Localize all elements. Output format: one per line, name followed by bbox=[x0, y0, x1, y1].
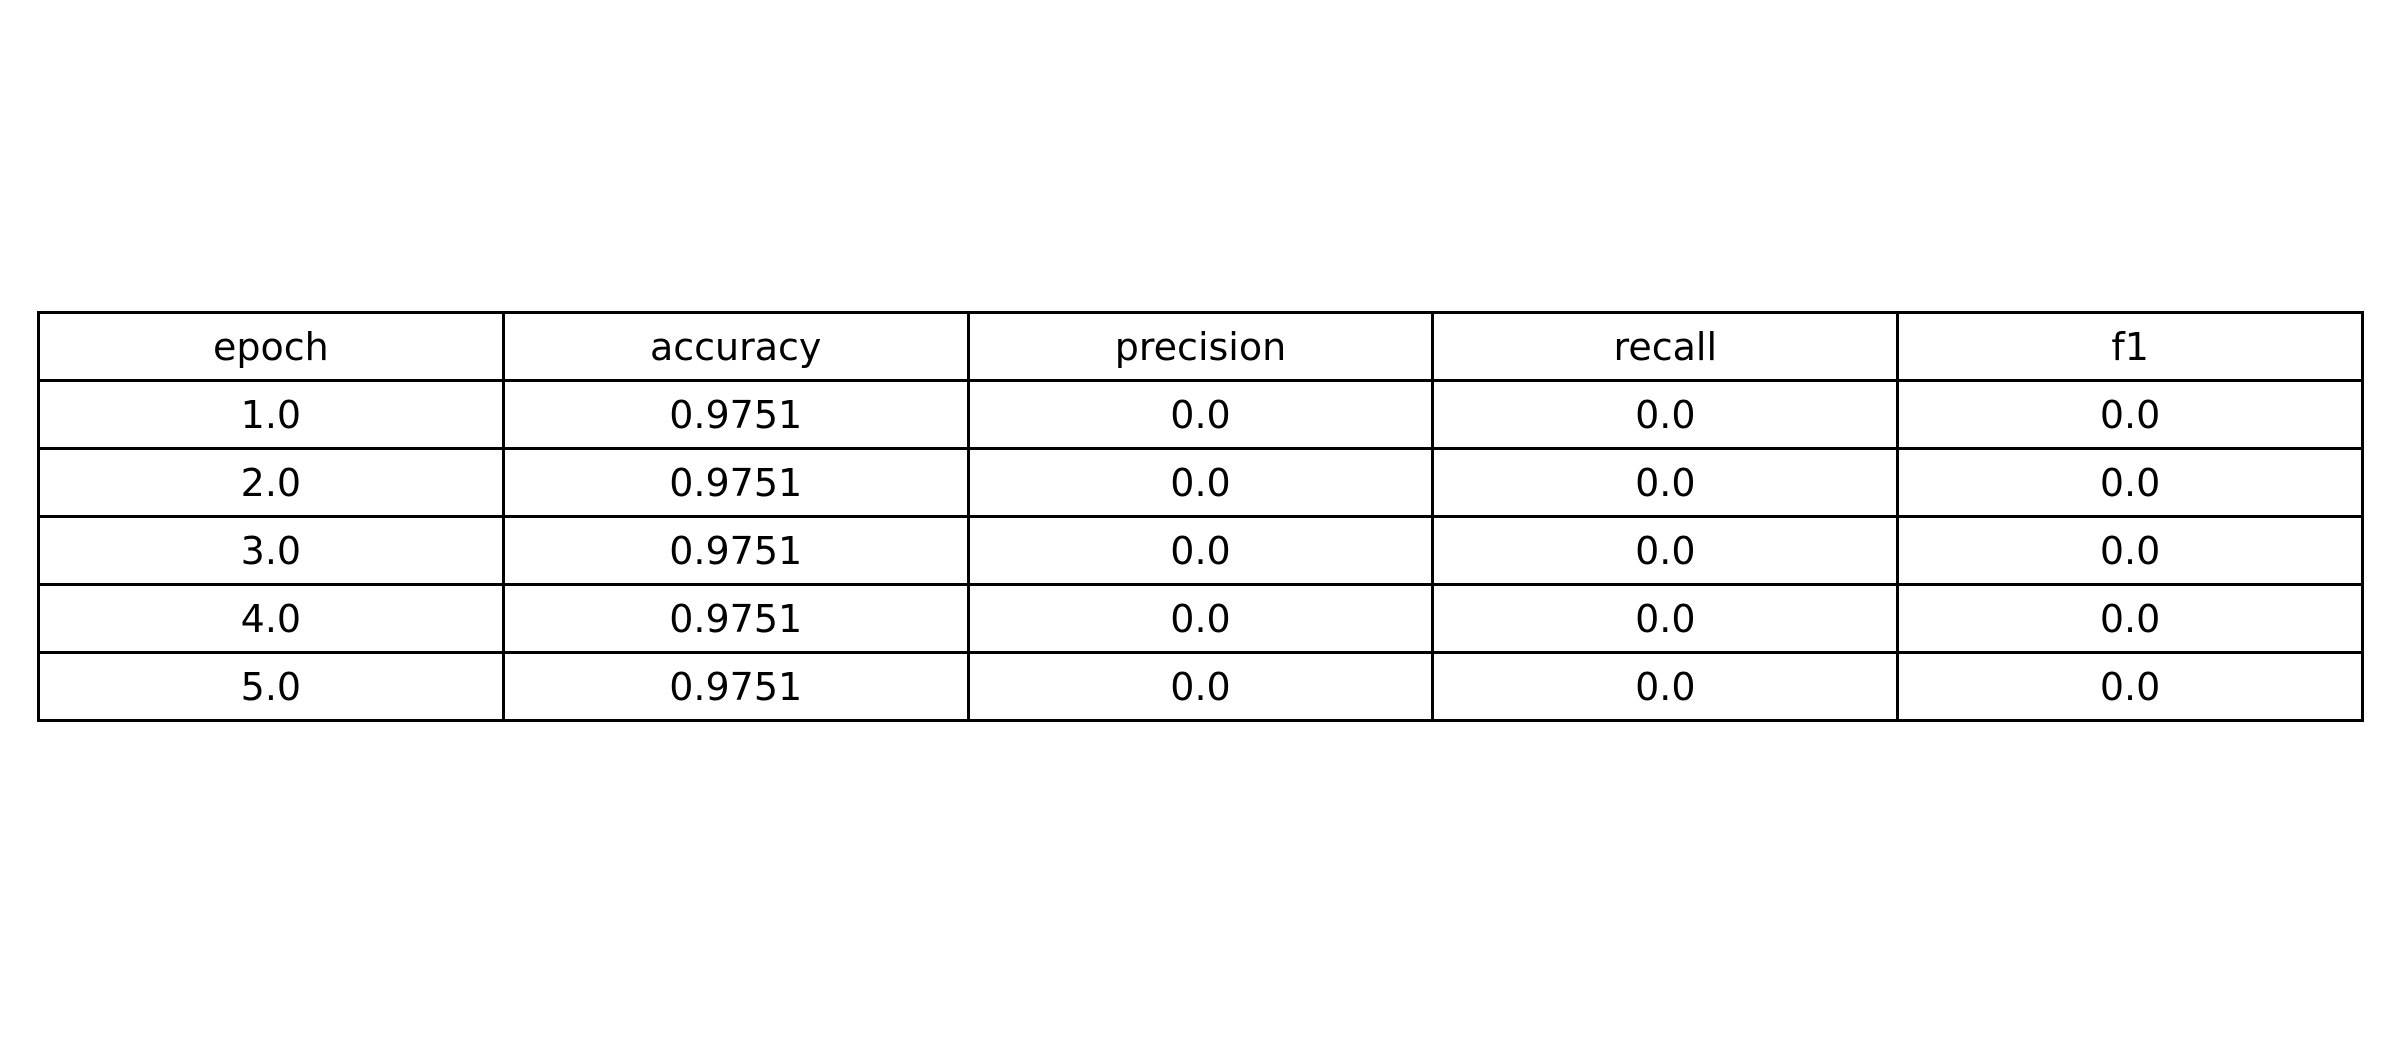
header-cell-accuracy: accuracy bbox=[501, 311, 970, 382]
cell-f1: 0.0 bbox=[1896, 379, 2364, 450]
cell-precision: 0.0 bbox=[966, 583, 1435, 654]
cell-epoch: 4.0 bbox=[37, 583, 505, 654]
table-body: 1.0 0.9751 0.0 0.0 0.0 2.0 0.9751 0.0 0.… bbox=[37, 379, 2364, 722]
cell-accuracy: 0.9751 bbox=[501, 447, 970, 518]
cell-recall: 0.0 bbox=[1431, 447, 1900, 518]
cell-f1: 0.0 bbox=[1896, 651, 2364, 722]
cell-recall: 0.0 bbox=[1431, 515, 1900, 586]
table-header: epoch accuracy precision recall f1 bbox=[37, 311, 2364, 382]
header-row: epoch accuracy precision recall f1 bbox=[37, 311, 2364, 382]
cell-recall: 0.0 bbox=[1431, 379, 1900, 450]
cell-f1: 0.0 bbox=[1896, 515, 2364, 586]
cell-accuracy: 0.9751 bbox=[501, 379, 970, 450]
table-row: 2.0 0.9751 0.0 0.0 0.0 bbox=[37, 447, 2364, 518]
header-cell-epoch: epoch bbox=[37, 311, 505, 382]
cell-accuracy: 0.9751 bbox=[501, 651, 970, 722]
cell-epoch: 2.0 bbox=[37, 447, 505, 518]
cell-epoch: 3.0 bbox=[37, 515, 505, 586]
header-cell-f1: f1 bbox=[1896, 311, 2364, 382]
table-row: 5.0 0.9751 0.0 0.0 0.0 bbox=[37, 651, 2364, 722]
header-cell-recall: recall bbox=[1431, 311, 1900, 382]
cell-f1: 0.0 bbox=[1896, 583, 2364, 654]
cell-precision: 0.0 bbox=[966, 447, 1435, 518]
cell-accuracy: 0.9751 bbox=[501, 583, 970, 654]
table-row: 4.0 0.9751 0.0 0.0 0.0 bbox=[37, 583, 2364, 654]
cell-epoch: 1.0 bbox=[37, 379, 505, 450]
header-cell-precision: precision bbox=[966, 311, 1435, 382]
cell-recall: 0.0 bbox=[1431, 583, 1900, 654]
cell-precision: 0.0 bbox=[966, 651, 1435, 722]
table-row: 3.0 0.9751 0.0 0.0 0.0 bbox=[37, 515, 2364, 586]
cell-f1: 0.0 bbox=[1896, 447, 2364, 518]
cell-epoch: 5.0 bbox=[37, 651, 505, 722]
table-row: 1.0 0.9751 0.0 0.0 0.0 bbox=[37, 379, 2364, 450]
metrics-table: epoch accuracy precision recall f1 1.0 0… bbox=[37, 311, 2364, 722]
cell-precision: 0.0 bbox=[966, 379, 1435, 450]
cell-recall: 0.0 bbox=[1431, 651, 1900, 722]
cell-accuracy: 0.9751 bbox=[501, 515, 970, 586]
cell-precision: 0.0 bbox=[966, 515, 1435, 586]
